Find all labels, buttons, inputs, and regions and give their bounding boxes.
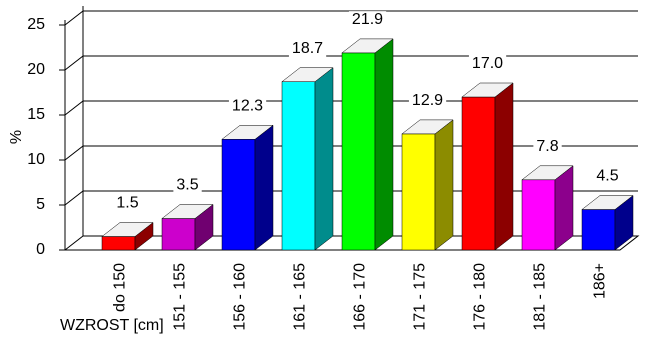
grid-line bbox=[64, 55, 638, 71]
x-tick-label: 151 - 155 bbox=[172, 263, 189, 331]
value-label: 3.5 bbox=[176, 177, 198, 194]
bar-side bbox=[554, 165, 574, 251]
bar-front bbox=[281, 81, 316, 251]
x-tick-label: 176 - 180 bbox=[472, 263, 489, 331]
grid-line bbox=[64, 10, 638, 26]
bar-front bbox=[401, 133, 436, 251]
bar-front bbox=[221, 139, 256, 251]
value-label: 4.5 bbox=[596, 168, 618, 185]
y-tick-label: 15 bbox=[27, 106, 45, 123]
bar-side bbox=[254, 124, 274, 251]
bar-side bbox=[434, 119, 454, 251]
value-label: 12.3 bbox=[232, 98, 263, 115]
bar-front bbox=[161, 218, 196, 251]
y-tick-label: 0 bbox=[36, 241, 45, 258]
y-tick-label: 10 bbox=[27, 151, 45, 168]
x-tick-label: 181 - 185 bbox=[532, 263, 549, 331]
value-label: 18.7 bbox=[292, 40, 323, 57]
bar-top bbox=[521, 165, 574, 181]
bar-side bbox=[314, 67, 334, 251]
value-label-bg bbox=[593, 167, 622, 185]
bar-side bbox=[494, 82, 514, 251]
bar-front bbox=[581, 209, 616, 251]
y-axis-label: % bbox=[8, 130, 25, 144]
bar-front bbox=[521, 179, 556, 251]
x-tick-label: 161 - 165 bbox=[292, 263, 309, 331]
value-label-bg bbox=[173, 176, 202, 194]
value-label-bg bbox=[288, 39, 327, 57]
value-label-bg bbox=[408, 92, 447, 110]
value-label: 17.0 bbox=[472, 55, 503, 72]
value-label-bg bbox=[348, 11, 387, 29]
bar-top bbox=[461, 82, 514, 98]
x-tick-label: 166 - 170 bbox=[352, 263, 369, 331]
y-tick-label: 20 bbox=[27, 61, 45, 78]
y-tick-label: 5 bbox=[36, 196, 45, 213]
x-tick-label: 171 - 175 bbox=[412, 263, 429, 331]
bar-top bbox=[101, 222, 154, 237]
x-axis-label: WZROST [cm] bbox=[60, 317, 164, 334]
x-tick-label: do 150 bbox=[112, 263, 129, 312]
grid-line bbox=[64, 100, 638, 116]
bar-top bbox=[401, 119, 454, 135]
x-tick-label: 156 - 160 bbox=[232, 263, 249, 331]
bar-front bbox=[461, 96, 496, 251]
y-tick-label: 25 bbox=[27, 16, 45, 33]
bar-top bbox=[341, 38, 394, 54]
value-label-bg bbox=[533, 138, 562, 156]
value-label: 1.5 bbox=[116, 195, 138, 212]
bar-top bbox=[281, 67, 334, 82]
value-label-bg bbox=[468, 55, 507, 73]
bar-side bbox=[374, 38, 394, 251]
bar-front bbox=[101, 236, 136, 251]
value-label-bg bbox=[228, 97, 267, 115]
bar-top bbox=[581, 195, 634, 210]
bar-top bbox=[221, 125, 274, 140]
x-tick-label: 186+ bbox=[592, 263, 609, 299]
value-label: 12.9 bbox=[412, 92, 443, 109]
value-label-bg bbox=[113, 194, 142, 212]
bar-top bbox=[161, 204, 214, 219]
value-label: 21.9 bbox=[352, 11, 383, 28]
value-label: 7.8 bbox=[536, 138, 558, 155]
bar-front bbox=[341, 52, 376, 251]
